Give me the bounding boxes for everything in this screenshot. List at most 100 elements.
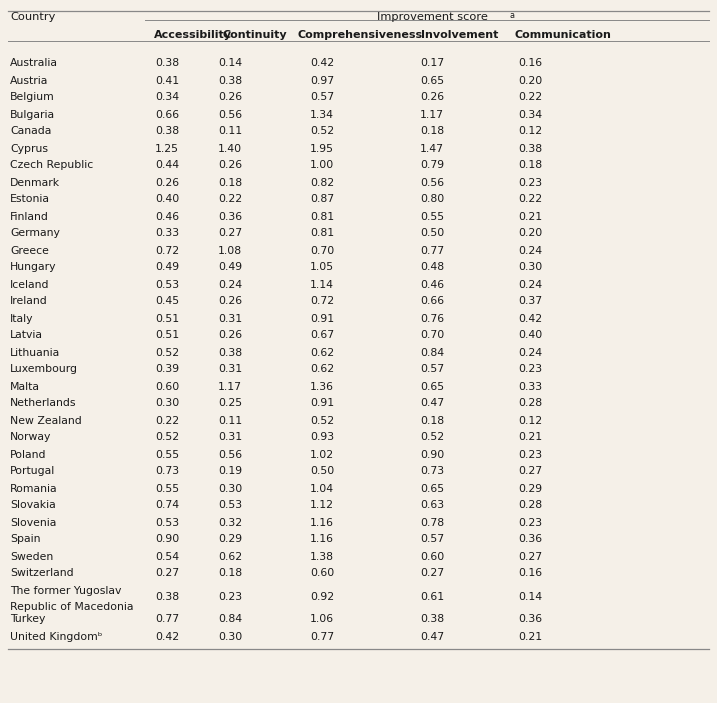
Text: 0.40: 0.40 bbox=[518, 330, 542, 340]
Text: 0.21: 0.21 bbox=[518, 631, 542, 642]
Text: 0.30: 0.30 bbox=[155, 399, 179, 408]
Text: 0.84: 0.84 bbox=[218, 614, 242, 624]
Text: 1.16: 1.16 bbox=[310, 534, 334, 545]
Text: 0.60: 0.60 bbox=[420, 551, 445, 562]
Text: Involvement: Involvement bbox=[422, 30, 499, 40]
Text: 1.95: 1.95 bbox=[310, 143, 334, 153]
Text: 1.25: 1.25 bbox=[155, 143, 179, 153]
Text: Latvia: Latvia bbox=[10, 330, 43, 340]
Text: Austria: Austria bbox=[10, 75, 48, 86]
Text: Ireland: Ireland bbox=[10, 297, 48, 307]
Text: 0.80: 0.80 bbox=[420, 195, 445, 205]
Text: 0.52: 0.52 bbox=[420, 432, 444, 442]
Text: 0.57: 0.57 bbox=[420, 534, 444, 545]
Text: 0.55: 0.55 bbox=[155, 449, 179, 460]
Text: Bulgaria: Bulgaria bbox=[10, 110, 55, 120]
Text: United Kingdomᵇ: United Kingdomᵇ bbox=[10, 631, 103, 642]
Text: 0.26: 0.26 bbox=[155, 177, 179, 188]
Text: 0.42: 0.42 bbox=[155, 631, 179, 642]
Text: 0.47: 0.47 bbox=[420, 399, 444, 408]
Text: 0.53: 0.53 bbox=[155, 517, 179, 527]
Text: 0.61: 0.61 bbox=[420, 591, 444, 602]
Text: 0.65: 0.65 bbox=[420, 382, 444, 392]
Text: 0.34: 0.34 bbox=[155, 93, 179, 103]
Text: 0.12: 0.12 bbox=[518, 127, 542, 136]
Text: 0.23: 0.23 bbox=[518, 364, 542, 375]
Text: 0.18: 0.18 bbox=[420, 415, 444, 425]
Text: 0.30: 0.30 bbox=[218, 631, 242, 642]
Text: 0.38: 0.38 bbox=[218, 75, 242, 86]
Text: 0.72: 0.72 bbox=[155, 245, 179, 255]
Text: 0.26: 0.26 bbox=[218, 93, 242, 103]
Text: 1.16: 1.16 bbox=[310, 517, 334, 527]
Text: 0.45: 0.45 bbox=[155, 297, 179, 307]
Text: 0.26: 0.26 bbox=[218, 160, 242, 171]
Text: 0.48: 0.48 bbox=[420, 262, 444, 273]
Text: 1.06: 1.06 bbox=[310, 614, 334, 624]
Text: 0.16: 0.16 bbox=[518, 569, 542, 579]
Text: 0.52: 0.52 bbox=[155, 347, 179, 358]
Text: 0.22: 0.22 bbox=[518, 93, 542, 103]
Text: Communication: Communication bbox=[515, 30, 612, 40]
Text: 0.21: 0.21 bbox=[518, 432, 542, 442]
Text: Luxembourg: Luxembourg bbox=[10, 364, 78, 375]
Text: 0.19: 0.19 bbox=[218, 467, 242, 477]
Text: 0.46: 0.46 bbox=[155, 212, 179, 221]
Text: Continuity: Continuity bbox=[223, 30, 288, 40]
Text: 0.23: 0.23 bbox=[518, 449, 542, 460]
Text: 0.55: 0.55 bbox=[420, 212, 444, 221]
Text: 1.02: 1.02 bbox=[310, 449, 334, 460]
Text: 0.20: 0.20 bbox=[518, 228, 542, 238]
Text: Belgium: Belgium bbox=[10, 93, 54, 103]
Text: Netherlands: Netherlands bbox=[10, 399, 77, 408]
Text: New Zealand: New Zealand bbox=[10, 415, 82, 425]
Text: Portugal: Portugal bbox=[10, 467, 55, 477]
Text: 0.34: 0.34 bbox=[518, 110, 542, 120]
Text: 0.27: 0.27 bbox=[518, 551, 542, 562]
Text: 0.14: 0.14 bbox=[218, 58, 242, 68]
Text: 0.56: 0.56 bbox=[420, 177, 444, 188]
Text: 0.30: 0.30 bbox=[518, 262, 542, 273]
Text: 0.91: 0.91 bbox=[310, 399, 334, 408]
Text: 0.97: 0.97 bbox=[310, 75, 334, 86]
Text: 1.05: 1.05 bbox=[310, 262, 334, 273]
Text: 1.17: 1.17 bbox=[420, 110, 444, 120]
Text: 0.24: 0.24 bbox=[218, 280, 242, 290]
Text: 0.78: 0.78 bbox=[420, 517, 444, 527]
Text: 0.90: 0.90 bbox=[420, 449, 445, 460]
Text: 0.77: 0.77 bbox=[155, 614, 179, 624]
Text: 0.33: 0.33 bbox=[155, 228, 179, 238]
Text: 0.50: 0.50 bbox=[310, 467, 334, 477]
Text: 0.55: 0.55 bbox=[155, 484, 179, 494]
Text: 0.56: 0.56 bbox=[218, 110, 242, 120]
Text: 0.38: 0.38 bbox=[155, 591, 179, 602]
Text: 0.36: 0.36 bbox=[218, 212, 242, 221]
Text: Cyprus: Cyprus bbox=[10, 143, 48, 153]
Text: 0.22: 0.22 bbox=[518, 195, 542, 205]
Text: 0.23: 0.23 bbox=[518, 177, 542, 188]
Text: 0.92: 0.92 bbox=[310, 591, 334, 602]
Text: Sweden: Sweden bbox=[10, 551, 53, 562]
Text: Canada: Canada bbox=[10, 127, 52, 136]
Text: 0.22: 0.22 bbox=[155, 415, 179, 425]
Text: 0.49: 0.49 bbox=[218, 262, 242, 273]
Text: Comprehensiveness: Comprehensiveness bbox=[298, 30, 422, 40]
Text: 0.26: 0.26 bbox=[218, 330, 242, 340]
Text: Norway: Norway bbox=[10, 432, 52, 442]
Text: 0.52: 0.52 bbox=[155, 432, 179, 442]
Text: 0.79: 0.79 bbox=[420, 160, 444, 171]
Text: Spain: Spain bbox=[10, 534, 40, 545]
Text: 0.87: 0.87 bbox=[310, 195, 334, 205]
Text: 0.41: 0.41 bbox=[155, 75, 179, 86]
Text: 0.27: 0.27 bbox=[155, 569, 179, 579]
Text: 1.00: 1.00 bbox=[310, 160, 334, 171]
Text: 0.26: 0.26 bbox=[420, 93, 444, 103]
Text: 0.38: 0.38 bbox=[155, 58, 179, 68]
Text: 0.60: 0.60 bbox=[155, 382, 179, 392]
Text: Accessibility: Accessibility bbox=[154, 30, 232, 40]
Text: 0.76: 0.76 bbox=[420, 314, 444, 323]
Text: 0.81: 0.81 bbox=[310, 212, 334, 221]
Text: 0.57: 0.57 bbox=[310, 93, 334, 103]
Text: 0.72: 0.72 bbox=[310, 297, 334, 307]
Text: 0.42: 0.42 bbox=[310, 58, 334, 68]
